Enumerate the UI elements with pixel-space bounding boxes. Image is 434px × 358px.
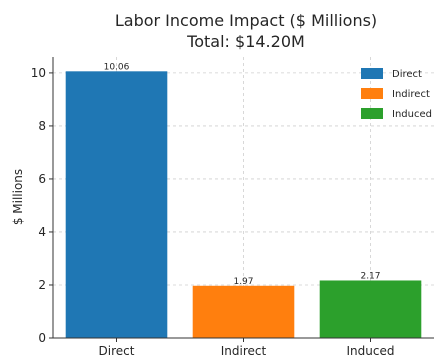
- y-axis-label: $ Millions: [11, 169, 25, 225]
- chart-subtitle: Total: $14.20M: [186, 32, 305, 51]
- x-tick-label: Direct: [99, 344, 135, 358]
- y-tick-label: 4: [38, 225, 46, 239]
- bar-indirect: [192, 285, 295, 338]
- legend-swatch: [361, 88, 383, 99]
- bars: 10.06 1.97 2.17: [65, 62, 422, 338]
- chart-title: Labor Income Impact ($ Millions): [115, 11, 377, 30]
- bar-value-label: 2.17: [360, 271, 380, 281]
- bar-direct: [65, 71, 168, 338]
- legend-entry-label: Indirect: [392, 89, 430, 100]
- legend-swatch: [361, 68, 383, 79]
- y-tick-label: 6: [38, 172, 46, 186]
- axes: 0 2 4 6 8 10 Direct Indirect Induced: [31, 57, 434, 358]
- bar-value-label: 1.97: [233, 277, 253, 287]
- y-tick-label: 2: [38, 278, 46, 292]
- bar-induced: [319, 280, 422, 338]
- y-tick-label: 10: [31, 66, 46, 80]
- legend-swatch: [361, 108, 383, 119]
- y-tick-label: 8: [38, 119, 46, 133]
- legend: Direct Indirect Induced: [361, 68, 432, 120]
- legend-entry-label: Direct: [392, 69, 422, 80]
- x-tick-label: Indirect: [221, 344, 267, 358]
- x-tick-label: Induced: [347, 344, 395, 358]
- y-tick-label: 0: [38, 331, 46, 345]
- bar-value-label: 10.06: [104, 62, 130, 72]
- legend-entry-label: Induced: [392, 109, 432, 120]
